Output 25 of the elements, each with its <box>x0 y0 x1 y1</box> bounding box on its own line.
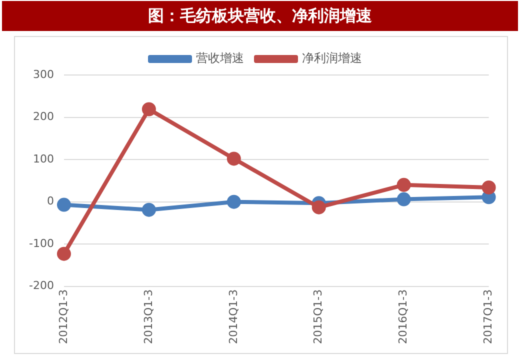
y-tick-label: 300 <box>32 68 54 81</box>
point <box>226 194 241 209</box>
point <box>312 200 326 214</box>
y-tick-label: 100 <box>32 152 54 166</box>
y-tick-label: 200 <box>32 110 54 124</box>
x-tick-label: 2017Q1-3 <box>482 289 495 344</box>
x-tick-label: 2015Q1-3 <box>312 289 325 344</box>
point <box>142 202 156 217</box>
x-tick-label: 2012Q1-3 <box>56 289 70 344</box>
legend-label: 净利润增速 <box>302 51 362 66</box>
point <box>482 180 496 194</box>
point <box>396 178 411 192</box>
x-tick-label: 2013Q1-3 <box>142 289 155 344</box>
y-tick-label: 0 <box>46 194 54 208</box>
legend-label: 营收增速 <box>196 51 244 66</box>
point <box>226 152 241 166</box>
point <box>56 198 71 212</box>
x-tick-label: 2016Q1-3 <box>396 289 410 344</box>
y-tick-label: -100 <box>28 236 54 250</box>
point <box>142 102 156 116</box>
x-tick-label: 2014Q1-3 <box>226 289 240 344</box>
chart-title: 图：毛纺板块营收、净利润增速 <box>2 1 518 31</box>
y-tick-label: -200 <box>28 279 54 292</box>
point <box>396 192 411 206</box>
point <box>56 246 71 261</box>
